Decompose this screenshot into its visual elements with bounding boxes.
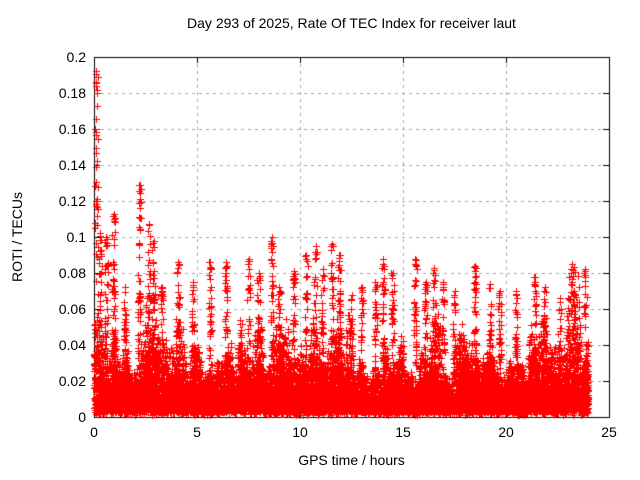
y-tick-label: 0.18 <box>58 85 86 101</box>
x-tick-label: 5 <box>193 424 201 440</box>
y-tick-label: 0.16 <box>58 121 86 137</box>
x-tick-label: 20 <box>498 424 514 440</box>
y-tick-label: 0.1 <box>66 229 86 245</box>
y-tick-label: 0.02 <box>58 373 86 389</box>
y-tick-label: 0.04 <box>58 337 86 353</box>
y-tick-label: 0.2 <box>66 49 86 65</box>
x-tick-label: 15 <box>395 424 411 440</box>
y-tick-label: 0.06 <box>58 301 86 317</box>
x-tick-label: 25 <box>601 424 617 440</box>
y-tick-label: 0.08 <box>58 265 86 281</box>
chart-title: Day 293 of 2025, Rate Of TEC Index for r… <box>187 15 516 31</box>
x-tick-label: 10 <box>292 424 308 440</box>
y-tick-label: 0.12 <box>58 193 86 209</box>
x-tick-label: 0 <box>90 424 98 440</box>
y-tick-label: 0 <box>78 409 86 425</box>
y-axis-label: ROTI / TECUs <box>9 192 25 282</box>
x-axis-label: GPS time / hours <box>298 452 405 468</box>
y-tick-label: 0.14 <box>58 157 86 173</box>
